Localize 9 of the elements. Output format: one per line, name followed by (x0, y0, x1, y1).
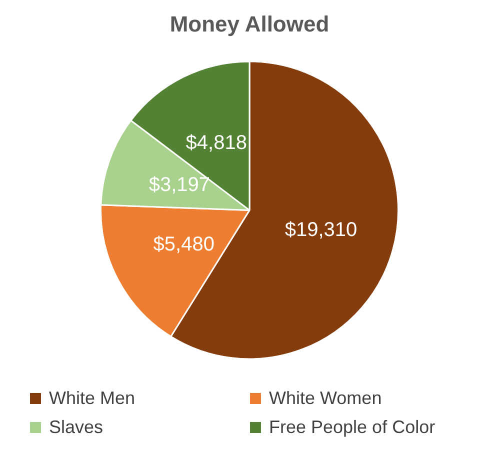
data-label: $19,310 (284, 219, 358, 242)
legend-label: White Men (49, 388, 136, 409)
data-label: $3,197 (148, 174, 210, 196)
legend-label: Free People of Color (269, 417, 436, 438)
legend-label: White Women (269, 388, 382, 409)
chart-title: Money Allowed (170, 11, 330, 36)
data-label: $5,480 (153, 234, 214, 256)
legend-label: Slaves (49, 417, 104, 438)
data-label: $4,818 (186, 132, 247, 154)
